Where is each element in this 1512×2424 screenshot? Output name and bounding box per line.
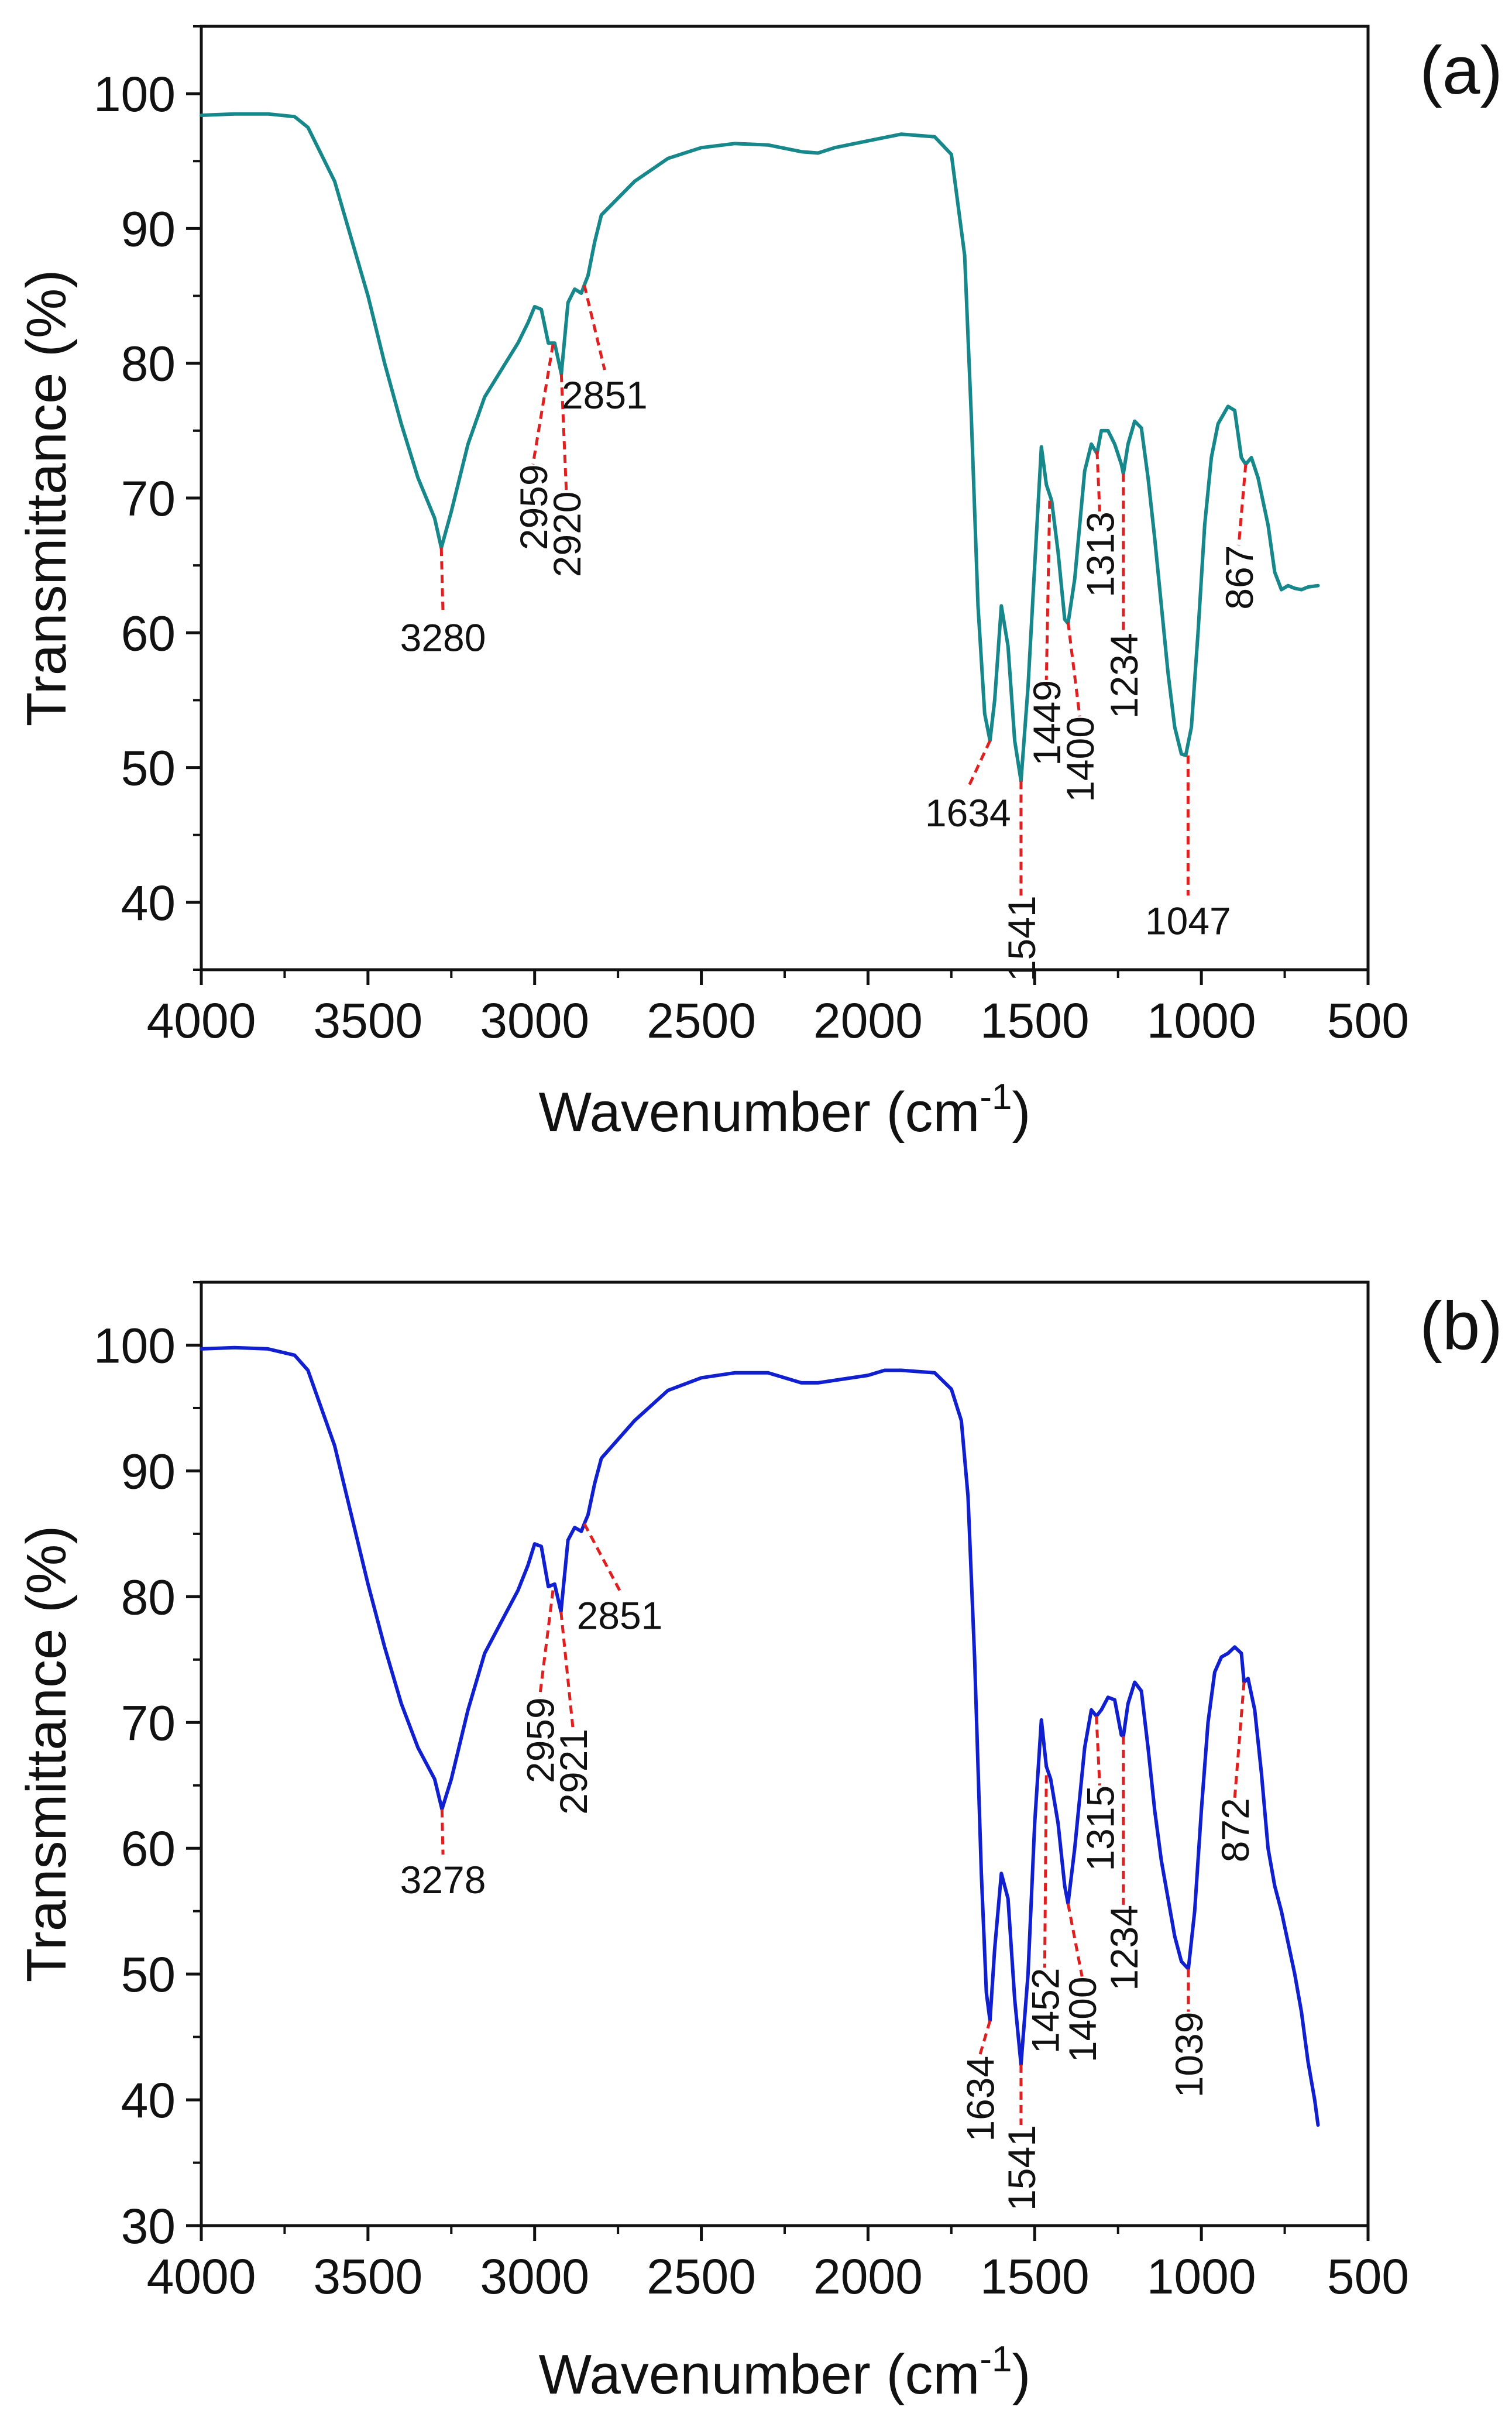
peak-label: 2959 <box>512 464 555 550</box>
peak-label: 2851 <box>562 373 648 417</box>
y-tick-label: 70 <box>121 471 176 526</box>
x-tick-label: 4000 <box>147 2249 256 2304</box>
peak-label: 3280 <box>400 616 486 660</box>
peak-label: 1452 <box>1023 1968 1067 2054</box>
peak-label: 1315 <box>1078 1786 1122 1872</box>
y-tick-label: 100 <box>94 1318 176 1373</box>
x-axis-label-end: ) <box>1012 1081 1031 1144</box>
peak-label: 1234 <box>1102 1905 1146 1991</box>
x-axis-label: Wavenumber (cm-1) <box>538 1077 1030 1144</box>
y-tick-label: 50 <box>121 1947 176 2002</box>
annotation-leader <box>978 2020 992 2056</box>
y-tick-label: 50 <box>121 741 176 796</box>
peak-label: 1634 <box>958 2056 1002 2142</box>
annotation-leader <box>531 344 555 465</box>
annotation-leader <box>538 1590 555 1698</box>
x-tick-label: 500 <box>1327 2249 1409 2304</box>
annotation-leader <box>1043 1775 1048 1968</box>
x-axis-ticks: 4000 3500 3000 2500 2000 1500 1000 500 <box>147 970 1409 1048</box>
annotation-leader <box>1237 464 1248 545</box>
annotation-leader <box>1044 500 1051 680</box>
peak-label: 1634 <box>925 791 1011 835</box>
x-axis-label: Wavenumber (cm-1) <box>538 2339 1030 2406</box>
annotation-leader <box>1066 1903 1084 1977</box>
plot-frame <box>200 25 1370 971</box>
peak-label: 2851 <box>577 1594 663 1637</box>
annotation-leader <box>1095 451 1101 512</box>
y-tick-label: 60 <box>121 1821 176 1876</box>
panel-label: (b) <box>1420 1287 1503 1364</box>
peak-label: 1541 <box>1000 895 1043 981</box>
y-tick-label: 80 <box>121 1570 176 1625</box>
annotation-leader <box>967 740 992 789</box>
peak-label: 872 <box>1214 1798 1257 1862</box>
peak-label: 2920 <box>545 492 589 578</box>
peak-label: 1449 <box>1025 680 1068 766</box>
x-tick-label: 2000 <box>813 993 923 1048</box>
x-tick-label: 3500 <box>313 2249 422 2304</box>
x-tick-label: 2500 <box>647 993 756 1048</box>
x-tick-label: 1500 <box>980 993 1090 1048</box>
peak-label: 1047 <box>1145 899 1231 942</box>
annotation-leader <box>583 284 606 370</box>
x-tick-label: 2000 <box>813 2249 923 2304</box>
x-axis-label-superscript: -1 <box>980 2339 1012 2380</box>
annotation-leader <box>1095 1716 1101 1786</box>
annotation-leader <box>440 1809 445 1855</box>
peak-label: 867 <box>1218 545 1261 610</box>
annotation-leader <box>1233 1682 1246 1798</box>
y-tick-label: 90 <box>121 201 176 256</box>
y-tick-label: 30 <box>121 2199 176 2254</box>
x-tick-label: 1000 <box>1147 2249 1256 2304</box>
x-tick-label: 1500 <box>980 2249 1090 2304</box>
annotation-leader <box>439 548 445 613</box>
peak-label: 1313 <box>1078 511 1122 598</box>
y-axis-label: Transmittance (%) <box>15 270 78 727</box>
y-tick-label: 40 <box>121 2073 176 2128</box>
peak-label: 1400 <box>1059 716 1102 802</box>
x-tick-label: 1000 <box>1147 993 1256 1048</box>
y-tick-label: 40 <box>121 875 176 931</box>
peak-label: 1234 <box>1102 633 1146 719</box>
peak-label: 1400 <box>1061 1976 1104 2062</box>
x-tick-label: 2500 <box>647 2249 756 2304</box>
x-tick-label: 500 <box>1327 993 1409 1048</box>
y-axis-ticks: 30 40 50 60 70 80 90 100 <box>94 1281 201 2254</box>
x-axis-ticks: 4000 3500 3000 2500 2000 1500 1000 500 <box>147 2226 1409 2304</box>
annotation-leader <box>1066 622 1081 717</box>
y-tick-label: 100 <box>94 67 176 122</box>
peak-label: 1541 <box>1000 2125 1043 2211</box>
x-tick-label: 4000 <box>147 993 256 1048</box>
x-tick-label: 3000 <box>480 2249 589 2304</box>
x-axis-label-superscript: -1 <box>980 1077 1012 1117</box>
spectrum-line <box>200 112 1320 783</box>
x-axis-label-main: Wavenumber (cm <box>538 2343 980 2406</box>
peak-label: 2921 <box>552 1729 595 1815</box>
y-tick-label: 70 <box>121 1695 176 1750</box>
y-tick-label: 80 <box>121 337 176 392</box>
annotation-leader <box>559 374 568 492</box>
spectrum-line <box>200 1345 1320 2127</box>
panel-b: 30 40 50 60 70 80 90 100 4000 3500 3000 2500 2000 15… <box>15 1280 1503 2406</box>
x-tick-label: 3000 <box>480 993 589 1048</box>
x-tick-label: 3500 <box>313 993 422 1048</box>
y-axis-label: Transmittance (%) <box>15 1526 78 1983</box>
peak-label: 2959 <box>518 1697 562 1783</box>
y-tick-label: 60 <box>121 606 176 661</box>
x-axis-label-end: ) <box>1012 2343 1031 2406</box>
annotation-leader <box>559 1611 575 1729</box>
y-tick-label: 90 <box>121 1444 176 1499</box>
annotation-leader <box>583 1523 621 1591</box>
x-axis-label-main: Wavenumber (cm <box>538 1081 980 1144</box>
panel-label: (a) <box>1420 32 1503 108</box>
peak-label: 1039 <box>1167 2012 1211 2098</box>
peak-label: 3278 <box>400 1858 486 1901</box>
panel-a: 40 50 60 70 80 90 100 4000 3500 3000 2500 2000 1500… <box>15 25 1503 1144</box>
y-axis-ticks: 40 50 60 70 80 90 100 <box>94 25 201 971</box>
